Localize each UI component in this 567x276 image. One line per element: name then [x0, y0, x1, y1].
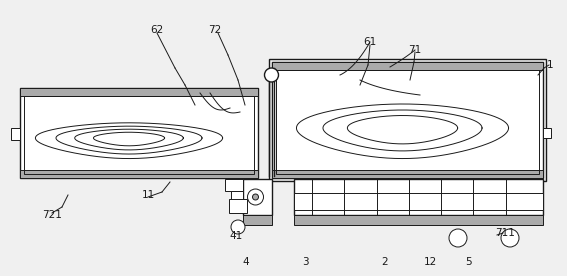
- Text: 72: 72: [209, 25, 222, 35]
- Bar: [543, 128, 551, 138]
- Bar: [294, 193, 543, 210]
- Circle shape: [501, 229, 519, 247]
- Bar: [269, 59, 546, 181]
- Text: 12: 12: [424, 257, 437, 267]
- Bar: [20, 88, 258, 96]
- Text: 4: 4: [243, 257, 249, 267]
- Text: 3: 3: [302, 257, 308, 267]
- Circle shape: [252, 194, 259, 200]
- Text: 11: 11: [141, 190, 155, 200]
- Circle shape: [264, 68, 278, 82]
- Text: 61: 61: [363, 37, 376, 47]
- Bar: [272, 62, 543, 70]
- Text: 62: 62: [150, 25, 164, 35]
- Bar: [229, 199, 247, 213]
- Bar: [243, 179, 272, 215]
- Bar: [294, 179, 543, 215]
- Bar: [231, 191, 243, 201]
- Text: 711: 711: [495, 228, 515, 238]
- Bar: [24, 96, 254, 174]
- Circle shape: [449, 229, 467, 247]
- Circle shape: [231, 220, 245, 234]
- Text: 721: 721: [42, 210, 62, 220]
- Bar: [276, 70, 539, 174]
- Text: 2: 2: [382, 257, 388, 267]
- Circle shape: [248, 189, 264, 205]
- Bar: [11, 128, 20, 140]
- Bar: [20, 88, 258, 178]
- Bar: [272, 62, 543, 178]
- Text: 71: 71: [408, 45, 422, 55]
- Text: 1: 1: [547, 60, 553, 70]
- Bar: [272, 170, 543, 178]
- Bar: [20, 170, 258, 178]
- Bar: [294, 215, 543, 225]
- Text: 41: 41: [230, 231, 243, 241]
- Bar: [243, 215, 272, 225]
- Bar: [225, 179, 243, 191]
- Text: 5: 5: [465, 257, 471, 267]
